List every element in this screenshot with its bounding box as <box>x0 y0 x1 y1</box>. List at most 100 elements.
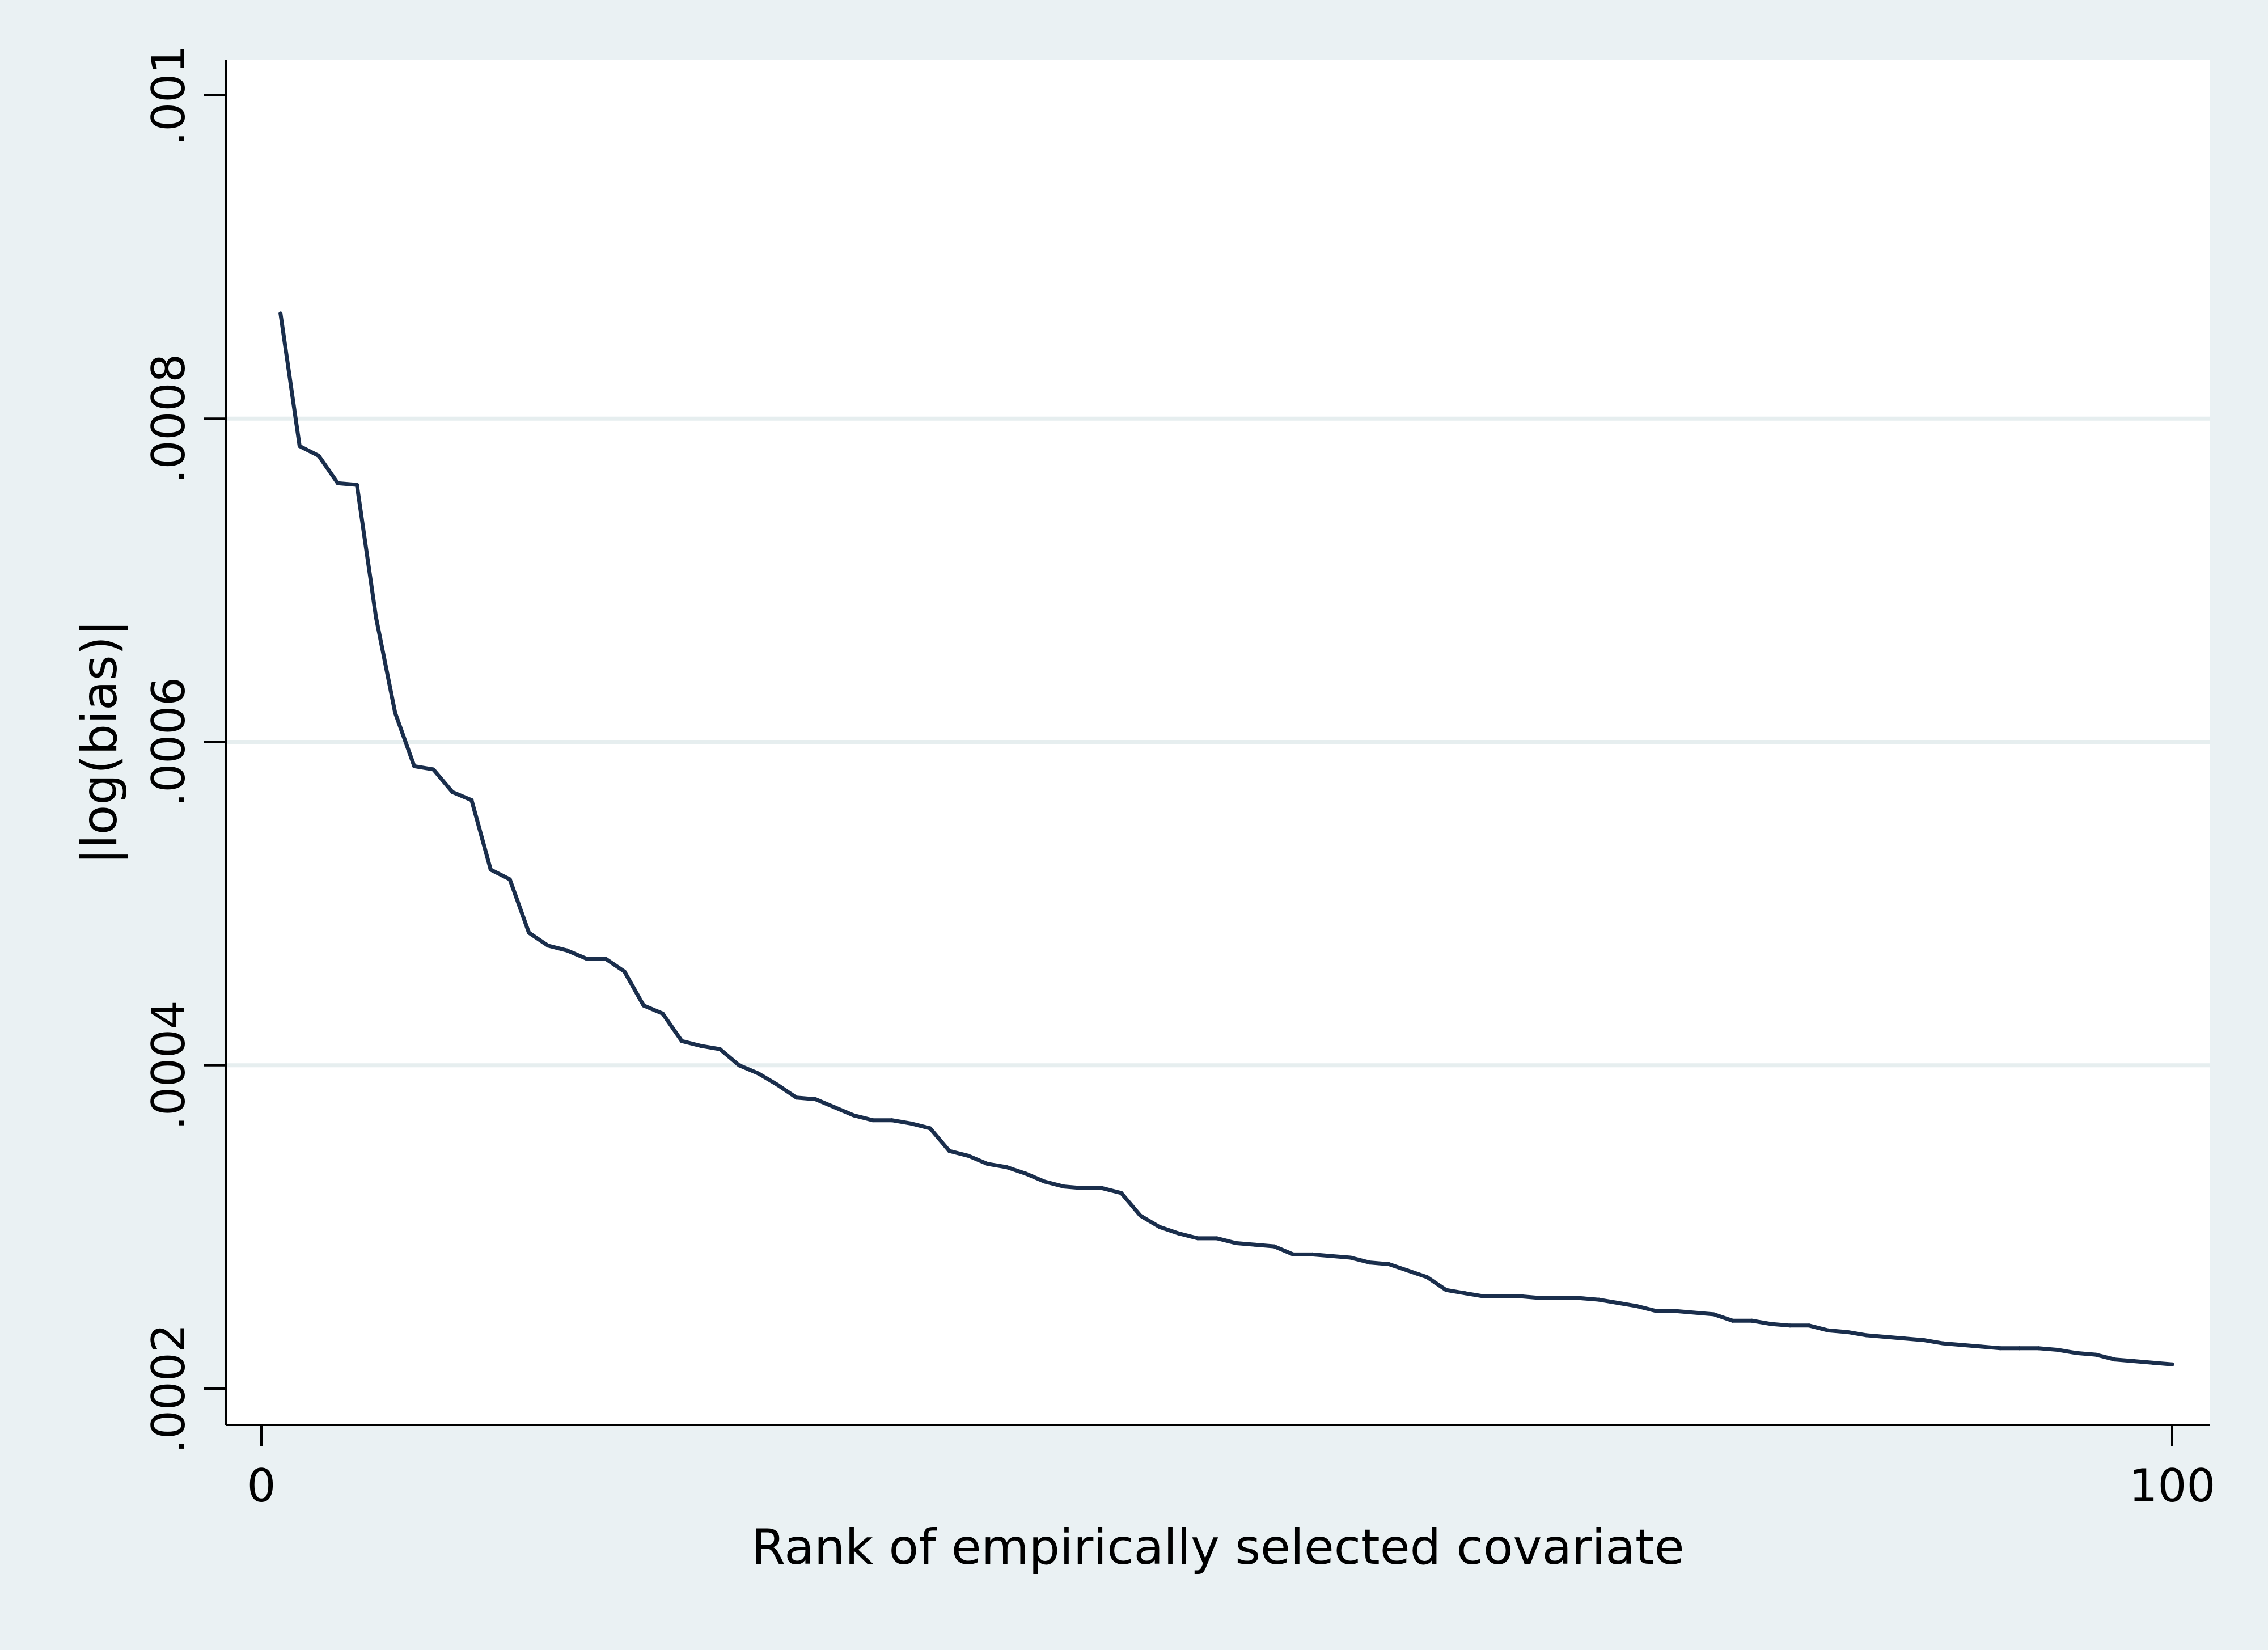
data-point <box>966 1153 971 1158</box>
data-point <box>1597 1297 1601 1302</box>
data-point <box>603 957 608 961</box>
line-segment <box>1234 1241 1257 1247</box>
data-point <box>1061 1184 1066 1189</box>
line-segment <box>2113 1357 2136 1364</box>
data-point <box>1711 1312 1716 1317</box>
data-point <box>1807 1323 1812 1328</box>
data-point <box>1023 1171 1028 1176</box>
line-segment <box>355 483 378 620</box>
data-point <box>2151 1360 2155 1365</box>
line-segment <box>756 1071 780 1087</box>
line-segment <box>393 710 417 768</box>
line-segment <box>1922 1338 1945 1346</box>
line-segment <box>1807 1323 1830 1332</box>
line-segment <box>1941 1341 1964 1347</box>
line-segment <box>1902 1336 1926 1342</box>
line-segment <box>1061 1184 1085 1190</box>
data-point <box>890 1118 894 1123</box>
data-point <box>1329 1254 1334 1258</box>
line-segment <box>2151 1360 2174 1366</box>
data-point <box>1291 1252 1296 1256</box>
data-point <box>1577 1296 1582 1300</box>
data-point <box>374 615 378 620</box>
line-segment <box>909 1121 932 1131</box>
line-segment <box>412 764 435 772</box>
line-segment <box>1711 1312 1735 1323</box>
data-point <box>2017 1346 2021 1351</box>
data-point <box>1826 1328 1830 1332</box>
line-segment <box>1768 1322 1792 1328</box>
data-point <box>469 798 474 802</box>
data-point <box>1750 1318 1754 1323</box>
data-point <box>679 1039 684 1043</box>
data-point <box>2170 1362 2174 1366</box>
line-segment <box>546 944 569 953</box>
line-segment <box>2132 1359 2155 1365</box>
line-segment <box>1845 1330 1869 1338</box>
data-point <box>1768 1322 1773 1326</box>
data-point <box>393 710 397 715</box>
line-segment <box>1826 1328 1850 1334</box>
data-point <box>699 1044 703 1048</box>
line-segment <box>1864 1333 1888 1339</box>
line-segment <box>297 444 321 458</box>
line-segment <box>450 790 474 802</box>
line-segment <box>431 767 455 794</box>
data-point <box>661 1012 665 1016</box>
data-point <box>909 1121 913 1126</box>
line-segment <box>928 1126 951 1153</box>
line-segment <box>1692 1310 1716 1317</box>
data-point <box>1482 1294 1487 1298</box>
data-point <box>336 481 340 485</box>
line-segment <box>1406 1268 1429 1279</box>
data-point <box>1960 1343 1964 1347</box>
data-point <box>1234 1241 1238 1245</box>
data-point <box>1368 1260 1372 1265</box>
line-segment <box>2075 1351 2098 1357</box>
data-point <box>2113 1357 2117 1362</box>
line-segment <box>278 311 302 449</box>
line-segment <box>1463 1291 1487 1298</box>
line-segment <box>622 969 646 1008</box>
data-point <box>431 767 435 772</box>
line-segment <box>1100 1186 1123 1195</box>
line-segment <box>565 948 589 961</box>
data-point <box>1348 1255 1353 1260</box>
data-point <box>813 1097 818 1102</box>
line-segment <box>1310 1252 1334 1258</box>
line-segment <box>1043 1179 1066 1189</box>
data-point <box>641 1003 646 1008</box>
line-segment <box>947 1149 971 1158</box>
data-point <box>1941 1341 1945 1346</box>
line-segment <box>1253 1242 1276 1249</box>
x-tick-label: 0 <box>247 1459 276 1512</box>
data-point <box>985 1162 990 1166</box>
data-point <box>1463 1291 1467 1296</box>
data-point <box>1788 1323 1792 1328</box>
line-segment <box>1368 1260 1391 1266</box>
line-segment <box>794 1095 818 1102</box>
data-point <box>1673 1309 1678 1313</box>
line-segment <box>1635 1304 1658 1313</box>
data-point <box>1081 1186 1085 1190</box>
data-point <box>1730 1318 1735 1323</box>
line-segment <box>336 481 359 487</box>
data-point <box>2075 1351 2079 1355</box>
line-segment <box>1597 1297 1620 1305</box>
line-segment <box>1750 1318 1773 1326</box>
data-point <box>1157 1225 1162 1229</box>
data-point <box>1425 1275 1429 1279</box>
gridlines <box>226 416 2210 1068</box>
data-point <box>1998 1346 2003 1351</box>
data-point <box>1195 1236 1200 1241</box>
data-point <box>1520 1294 1525 1298</box>
data-point <box>1845 1330 1850 1334</box>
y-axis-title: |log(bias)| <box>71 620 128 865</box>
line-segment <box>1348 1255 1372 1265</box>
data-point <box>1215 1236 1219 1241</box>
line-segment <box>1444 1288 1467 1296</box>
line-segment <box>852 1113 875 1123</box>
data-point <box>565 948 569 953</box>
line-segment <box>1386 1262 1410 1273</box>
line-segment <box>1577 1296 1601 1302</box>
